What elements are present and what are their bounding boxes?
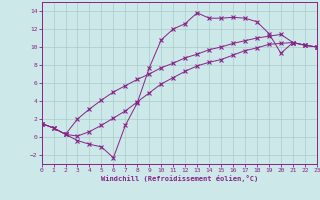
X-axis label: Windchill (Refroidissement éolien,°C): Windchill (Refroidissement éolien,°C) (100, 175, 258, 182)
